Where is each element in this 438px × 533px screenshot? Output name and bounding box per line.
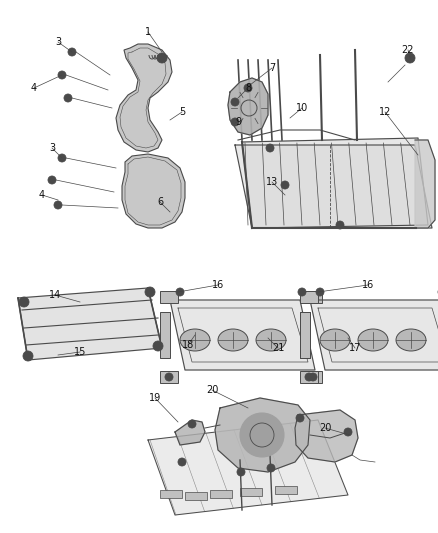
Text: 6: 6 — [157, 197, 163, 207]
Text: 5: 5 — [179, 107, 185, 117]
Text: 1: 1 — [145, 27, 151, 37]
Text: 3: 3 — [55, 37, 61, 47]
Circle shape — [145, 287, 155, 297]
Circle shape — [178, 458, 186, 466]
Circle shape — [240, 413, 284, 457]
Circle shape — [48, 176, 56, 184]
Bar — [160, 291, 178, 303]
Circle shape — [231, 118, 239, 126]
Ellipse shape — [256, 329, 286, 351]
Circle shape — [165, 373, 173, 381]
Text: 16: 16 — [212, 280, 224, 290]
Text: 10: 10 — [296, 103, 308, 113]
Polygon shape — [18, 288, 162, 360]
Circle shape — [336, 221, 344, 229]
Bar — [210, 490, 232, 498]
Circle shape — [296, 414, 304, 422]
Circle shape — [316, 288, 324, 296]
Circle shape — [244, 84, 252, 92]
Polygon shape — [116, 44, 172, 152]
Text: 18: 18 — [182, 340, 194, 350]
Text: 7: 7 — [269, 63, 275, 73]
Text: 13: 13 — [266, 177, 278, 187]
Bar — [160, 312, 170, 358]
Bar — [300, 312, 310, 358]
Circle shape — [58, 154, 66, 162]
Bar — [160, 371, 178, 383]
Circle shape — [176, 288, 184, 296]
Circle shape — [23, 351, 33, 361]
Circle shape — [266, 144, 274, 152]
Circle shape — [188, 420, 196, 428]
Polygon shape — [148, 420, 348, 515]
Text: 8: 8 — [245, 83, 251, 93]
Polygon shape — [295, 410, 358, 462]
Polygon shape — [310, 300, 438, 370]
Text: 19: 19 — [149, 393, 161, 403]
Circle shape — [157, 53, 167, 63]
Circle shape — [309, 373, 317, 381]
Text: 17: 17 — [349, 343, 361, 353]
Ellipse shape — [218, 329, 248, 351]
Text: 3: 3 — [49, 143, 55, 153]
Text: 12: 12 — [379, 107, 391, 117]
Polygon shape — [215, 398, 310, 472]
Text: 14: 14 — [49, 290, 61, 300]
Ellipse shape — [180, 329, 210, 351]
Circle shape — [68, 48, 76, 56]
Bar — [304, 371, 322, 383]
Polygon shape — [242, 138, 428, 228]
Circle shape — [231, 98, 239, 106]
Polygon shape — [175, 420, 205, 445]
Text: 21: 21 — [272, 343, 284, 353]
Bar — [300, 291, 318, 303]
Polygon shape — [415, 140, 435, 228]
Ellipse shape — [320, 329, 350, 351]
Circle shape — [405, 53, 415, 63]
Circle shape — [19, 297, 29, 307]
Bar — [304, 291, 322, 303]
Text: 20: 20 — [206, 385, 218, 395]
Circle shape — [237, 468, 245, 476]
Circle shape — [267, 464, 275, 472]
Bar — [275, 486, 297, 494]
Circle shape — [64, 94, 72, 102]
Circle shape — [305, 373, 313, 381]
Text: 20: 20 — [319, 423, 331, 433]
Polygon shape — [228, 78, 268, 135]
Text: 15: 15 — [74, 347, 86, 357]
Text: 4: 4 — [31, 83, 37, 93]
Circle shape — [298, 288, 306, 296]
Bar — [185, 492, 207, 500]
Bar — [300, 312, 310, 358]
Polygon shape — [235, 145, 432, 228]
Bar — [240, 488, 262, 496]
Text: 4: 4 — [39, 190, 45, 200]
Circle shape — [153, 341, 163, 351]
Ellipse shape — [396, 329, 426, 351]
Polygon shape — [122, 154, 185, 228]
Ellipse shape — [358, 329, 388, 351]
Bar — [300, 371, 318, 383]
Bar — [160, 490, 182, 498]
Circle shape — [344, 428, 352, 436]
Circle shape — [58, 71, 66, 79]
Polygon shape — [170, 300, 315, 370]
Text: 22: 22 — [402, 45, 414, 55]
Circle shape — [281, 181, 289, 189]
Circle shape — [54, 201, 62, 209]
Text: 16: 16 — [362, 280, 374, 290]
Text: 9: 9 — [235, 117, 241, 127]
